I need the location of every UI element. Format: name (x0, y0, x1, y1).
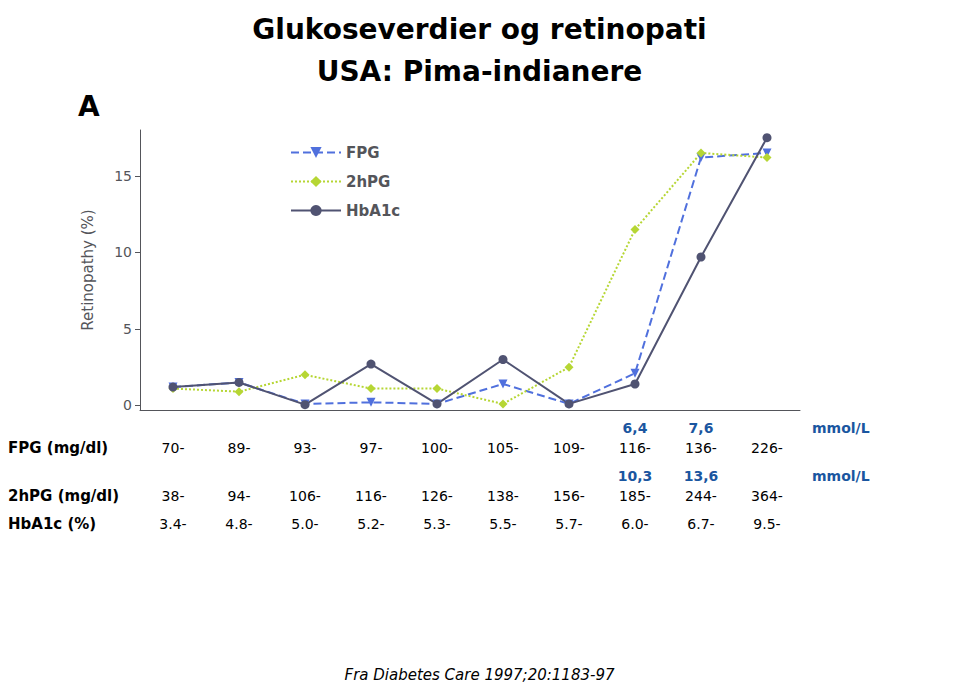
svg-text:116-: 116- (355, 488, 387, 504)
svg-text:226-: 226- (751, 440, 783, 456)
svg-text:Glukoseverdier og retinopati: Glukoseverdier og retinopati (252, 13, 706, 46)
svg-text:94-: 94- (228, 488, 251, 504)
svg-text:116-: 116- (619, 440, 651, 456)
svg-text:138-: 138- (487, 488, 519, 504)
svg-text:136-: 136- (685, 440, 717, 456)
svg-text:7,6: 7,6 (689, 420, 714, 436)
svg-text:Retinopathy (%): Retinopathy (%) (79, 209, 97, 330)
svg-text:3.4-: 3.4- (159, 516, 186, 532)
svg-text:6.0-: 6.0- (621, 516, 648, 532)
svg-text:70-: 70- (162, 440, 185, 456)
svg-text:106-: 106- (289, 488, 321, 504)
svg-text:97-: 97- (360, 440, 383, 456)
svg-text:93-: 93- (294, 440, 317, 456)
svg-text:156-: 156- (553, 488, 585, 504)
svg-text:Fra Diabetes Care 1997;20:1183: Fra Diabetes Care 1997;20:1183-97 (345, 666, 615, 684)
svg-text:A: A (78, 90, 100, 123)
svg-text:185-: 185- (619, 488, 651, 504)
svg-text:13,6: 13,6 (684, 468, 719, 484)
svg-text:15: 15 (114, 168, 132, 184)
svg-text:105-: 105- (487, 440, 519, 456)
svg-text:mmol/L: mmol/L (812, 468, 870, 484)
svg-text:USA: Pima-indianere: USA: Pima-indianere (317, 55, 643, 88)
svg-text:2hPG (mg/dl): 2hPG (mg/dl) (8, 487, 119, 505)
svg-text:100-: 100- (421, 440, 453, 456)
svg-text:10: 10 (114, 244, 132, 260)
svg-text:mmol/L: mmol/L (812, 420, 870, 436)
svg-text:4.8-: 4.8- (225, 516, 252, 532)
svg-text:HbA1c (%): HbA1c (%) (8, 515, 96, 533)
svg-text:FPG (mg/dl): FPG (mg/dl) (8, 439, 108, 457)
svg-text:5.7-: 5.7- (555, 516, 582, 532)
svg-text:9.5-: 9.5- (753, 516, 780, 532)
svg-text:FPG: FPG (346, 144, 380, 162)
svg-text:5.5-: 5.5- (489, 516, 516, 532)
svg-text:0: 0 (123, 397, 132, 413)
svg-text:5: 5 (123, 321, 132, 337)
svg-text:244-: 244- (685, 488, 717, 504)
svg-text:6,4: 6,4 (623, 420, 648, 436)
svg-text:5.2-: 5.2- (357, 516, 384, 532)
svg-text:5.0-: 5.0- (291, 516, 318, 532)
svg-text:126-: 126- (421, 488, 453, 504)
svg-text:38-: 38- (162, 488, 185, 504)
svg-text:HbA1c: HbA1c (346, 202, 400, 220)
svg-text:10,3: 10,3 (618, 468, 653, 484)
svg-text:89-: 89- (228, 440, 251, 456)
svg-text:5.3-: 5.3- (423, 516, 450, 532)
svg-text:2hPG: 2hPG (346, 173, 390, 191)
svg-text:109-: 109- (553, 440, 585, 456)
svg-text:364-: 364- (751, 488, 783, 504)
svg-text:6.7-: 6.7- (687, 516, 714, 532)
